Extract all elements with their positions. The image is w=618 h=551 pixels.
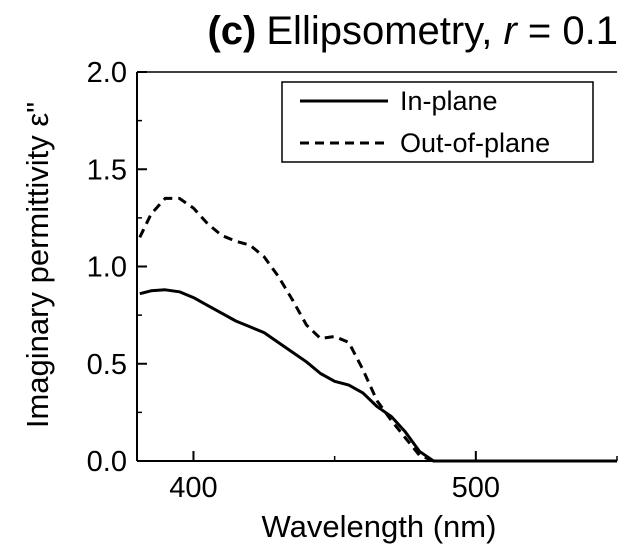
title-variable: r	[503, 9, 518, 53]
y-tick-label: 1.0	[87, 252, 127, 284]
series-line-in-plane	[139, 288, 617, 463]
chart-title: (c) Ellipsometry, r = 0.1	[207, 9, 618, 53]
series-lines	[138, 196, 617, 463]
legend-box	[281, 81, 594, 163]
y-tick-label: 0.5	[87, 349, 127, 381]
tick-labels: 0.0 0.5 1.0 1.5 2.0 400 500	[87, 57, 500, 504]
y-tick-label: 1.5	[87, 154, 127, 186]
y-tick-label: 2.0	[87, 57, 127, 89]
legend-label-out-of-plane: Out-of-plane	[400, 128, 550, 158]
y-tick-label: 0.0	[87, 446, 127, 478]
x-tick-label: 500	[452, 472, 500, 504]
x-tick-label: 400	[169, 472, 217, 504]
axis-ticks	[137, 71, 618, 462]
x-axis-label: Wavelength (nm)	[262, 509, 497, 544]
legend-label-in-plane: In-plane	[400, 86, 498, 116]
legend: In-plane Out-of-plane	[281, 81, 594, 163]
title-rest: = 0.1	[517, 9, 618, 53]
title-panel: (c)	[207, 9, 256, 53]
title-text: Ellipsometry,	[266, 9, 503, 53]
y-axis-label: Imaginary permittivity ε"	[20, 102, 55, 428]
series-line-out-of-plane	[138, 196, 617, 463]
